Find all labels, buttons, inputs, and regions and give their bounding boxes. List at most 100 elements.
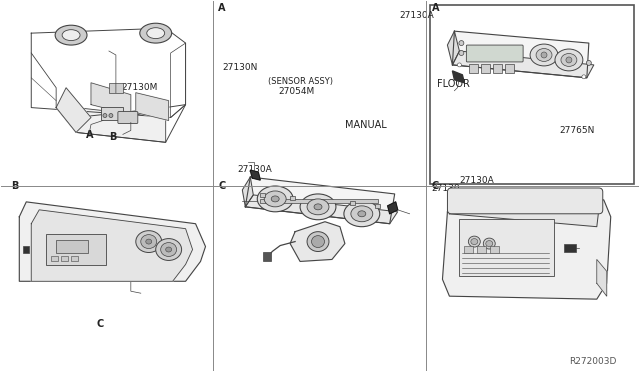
Text: 27130M: 27130M (121, 83, 157, 92)
Polygon shape (449, 197, 599, 227)
Bar (490, 246, 499, 253)
Text: 27130N: 27130N (223, 63, 258, 72)
Bar (375, 204, 380, 208)
Ellipse shape (555, 49, 583, 71)
Ellipse shape (468, 236, 480, 247)
Bar (481, 64, 490, 73)
Circle shape (586, 60, 591, 65)
Ellipse shape (358, 211, 366, 217)
Ellipse shape (344, 201, 380, 227)
Circle shape (459, 41, 464, 45)
Ellipse shape (147, 28, 164, 39)
Polygon shape (290, 222, 345, 262)
Ellipse shape (471, 238, 478, 244)
Polygon shape (19, 202, 205, 281)
Ellipse shape (264, 191, 286, 207)
Text: (SENSOR ASSY): (SENSOR ASSY) (268, 77, 333, 86)
Polygon shape (596, 259, 607, 296)
Ellipse shape (307, 199, 329, 215)
Ellipse shape (141, 235, 157, 248)
Circle shape (109, 113, 113, 118)
Text: B: B (12, 181, 19, 191)
Ellipse shape (486, 241, 493, 247)
Polygon shape (56, 88, 91, 132)
Ellipse shape (55, 25, 87, 45)
Polygon shape (452, 31, 589, 78)
Bar (61, 256, 68, 262)
Polygon shape (452, 71, 465, 83)
Ellipse shape (483, 238, 495, 249)
Ellipse shape (161, 243, 177, 256)
Bar (71, 256, 78, 262)
Polygon shape (243, 177, 253, 207)
Bar (465, 246, 474, 253)
Ellipse shape (307, 232, 329, 251)
Text: B: B (109, 132, 116, 142)
Ellipse shape (312, 235, 324, 247)
Text: C: C (97, 319, 104, 329)
Bar (260, 199, 378, 203)
Circle shape (459, 51, 464, 55)
Text: 27130A: 27130A (460, 176, 494, 185)
Bar (46, 234, 106, 265)
Polygon shape (250, 170, 260, 180)
Polygon shape (442, 197, 611, 299)
Bar (101, 107, 123, 121)
Bar (290, 196, 295, 200)
Text: C: C (431, 181, 439, 191)
Bar (493, 64, 502, 73)
Bar (56, 240, 88, 253)
Polygon shape (91, 83, 131, 115)
Ellipse shape (166, 247, 172, 252)
Text: 27130-: 27130- (431, 184, 463, 193)
Polygon shape (76, 108, 166, 142)
Polygon shape (245, 177, 395, 224)
Text: A: A (431, 3, 439, 13)
Circle shape (566, 57, 572, 63)
Ellipse shape (140, 23, 172, 43)
Ellipse shape (62, 30, 80, 41)
Bar (263, 251, 271, 262)
Text: R272003D: R272003D (569, 357, 616, 366)
Text: A: A (218, 3, 226, 13)
Polygon shape (136, 93, 169, 121)
Polygon shape (447, 31, 460, 65)
Bar (260, 193, 265, 197)
Polygon shape (245, 195, 397, 224)
Ellipse shape (136, 231, 162, 253)
Ellipse shape (561, 54, 577, 66)
Ellipse shape (271, 196, 279, 202)
Ellipse shape (300, 194, 336, 220)
Bar (23, 246, 29, 253)
Bar (51, 256, 58, 262)
Text: MANUAL: MANUAL (345, 121, 387, 131)
Text: 27130A: 27130A (399, 11, 435, 20)
Bar (460, 219, 554, 276)
Text: C: C (218, 181, 226, 191)
FancyBboxPatch shape (467, 45, 523, 62)
Ellipse shape (536, 48, 552, 61)
Bar (350, 201, 355, 205)
Bar (564, 244, 576, 251)
Ellipse shape (257, 186, 293, 212)
Text: 27130A: 27130A (237, 165, 272, 174)
Text: FLOOR: FLOOR (438, 79, 470, 89)
Text: 27054M: 27054M (278, 87, 314, 96)
Circle shape (458, 63, 461, 67)
Polygon shape (31, 210, 193, 281)
Ellipse shape (530, 44, 558, 66)
Polygon shape (452, 51, 594, 78)
Bar (469, 64, 478, 73)
Ellipse shape (314, 204, 322, 210)
Bar (505, 64, 514, 73)
Ellipse shape (156, 238, 182, 260)
Polygon shape (31, 28, 186, 118)
Circle shape (582, 75, 586, 79)
Polygon shape (388, 202, 397, 214)
FancyBboxPatch shape (447, 188, 603, 214)
Circle shape (103, 113, 107, 118)
Bar (477, 246, 486, 253)
FancyBboxPatch shape (118, 112, 138, 124)
Text: A: A (86, 131, 93, 140)
Ellipse shape (351, 206, 372, 222)
